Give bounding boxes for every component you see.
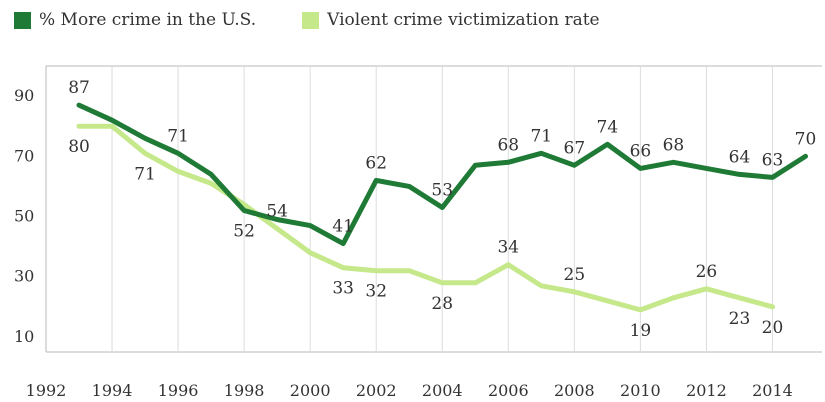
- data-label-more-crime: 67: [564, 138, 586, 158]
- data-label-victimization: 28: [431, 294, 453, 314]
- y-tick-label: 10: [14, 327, 34, 346]
- x-tick-label: 1992: [26, 381, 67, 400]
- data-label-more-crime: 68: [663, 135, 685, 155]
- data-label-more-crime: 62: [365, 153, 387, 173]
- x-tick-label: 2012: [686, 381, 727, 400]
- data-label-victimization: 34: [497, 238, 519, 258]
- data-label-more-crime: 71: [530, 126, 552, 146]
- data-label-victimization: 23: [729, 309, 751, 329]
- legend-label-more-crime: % More crime in the U.S.: [39, 10, 257, 30]
- series-line-more-crime: [76, 102, 808, 247]
- legend-swatch-more-crime: [14, 11, 31, 29]
- data-label-more-crime: 70: [795, 129, 817, 149]
- data-label-victimization: 33: [332, 279, 354, 299]
- data-label-victimization: 80: [68, 137, 90, 157]
- data-label-more-crime: 63: [762, 150, 784, 170]
- y-tick-label: 90: [14, 86, 34, 105]
- series-line-victimization: [76, 123, 775, 313]
- x-tick-label: 2008: [554, 381, 595, 400]
- x-tick-label: 2004: [422, 381, 463, 400]
- legend-label-victimization: Violent crime victimization rate: [327, 10, 600, 30]
- data-label-more-crime: 87: [68, 78, 90, 98]
- legend-item-victimization: Violent crime victimization rate: [302, 10, 600, 30]
- data-label-more-crime: 41: [332, 217, 354, 237]
- legend-swatch-victimization: [302, 11, 320, 29]
- data-label-more-crime: 68: [497, 135, 519, 155]
- y-tick-label: 70: [14, 146, 34, 165]
- data-label-victimization: 54: [266, 202, 288, 222]
- x-tick-label: 2010: [620, 381, 661, 400]
- x-tick-label: 1994: [92, 381, 133, 400]
- data-label-victimization: 26: [696, 262, 718, 282]
- data-label-more-crime: 66: [630, 141, 652, 161]
- data-label-more-crime: 74: [597, 117, 619, 137]
- data-label-more-crime: 64: [729, 147, 751, 167]
- x-tick-label: 1996: [158, 381, 199, 400]
- data-label-more-crime: 52: [233, 222, 255, 242]
- x-tick-label: 2000: [290, 381, 331, 400]
- x-tick-label: 2002: [356, 381, 397, 400]
- data-label-victimization: 25: [564, 265, 586, 285]
- legend: % More crime in the U.S. Violent crime v…: [14, 10, 646, 30]
- legend-item-more-crime: % More crime in the U.S.: [14, 10, 256, 30]
- data-label-victimization: 71: [134, 164, 156, 184]
- data-label-more-crime: 53: [431, 180, 453, 200]
- y-tick-label: 30: [14, 267, 34, 286]
- x-tick-label: 1998: [224, 381, 265, 400]
- y-tick-label: 50: [14, 207, 34, 226]
- data-label-victimization: 20: [762, 318, 784, 338]
- x-tick-label: 2006: [488, 381, 529, 400]
- data-label-victimization: 19: [630, 321, 652, 341]
- data-label-victimization: 32: [365, 282, 387, 302]
- data-label-more-crime: 71: [167, 126, 189, 146]
- x-tick-label: 2014: [752, 381, 793, 400]
